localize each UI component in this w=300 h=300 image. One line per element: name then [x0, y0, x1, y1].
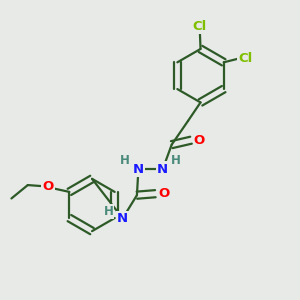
Text: O: O [158, 187, 169, 200]
Text: Cl: Cl [238, 52, 252, 65]
Text: N: N [133, 163, 144, 176]
Text: N: N [157, 163, 168, 176]
Text: H: H [103, 205, 113, 218]
Text: H: H [120, 154, 130, 167]
Text: N: N [117, 212, 128, 225]
Text: O: O [42, 180, 54, 193]
Text: O: O [194, 134, 205, 147]
Text: H: H [171, 154, 181, 167]
Text: Cl: Cl [193, 20, 207, 33]
